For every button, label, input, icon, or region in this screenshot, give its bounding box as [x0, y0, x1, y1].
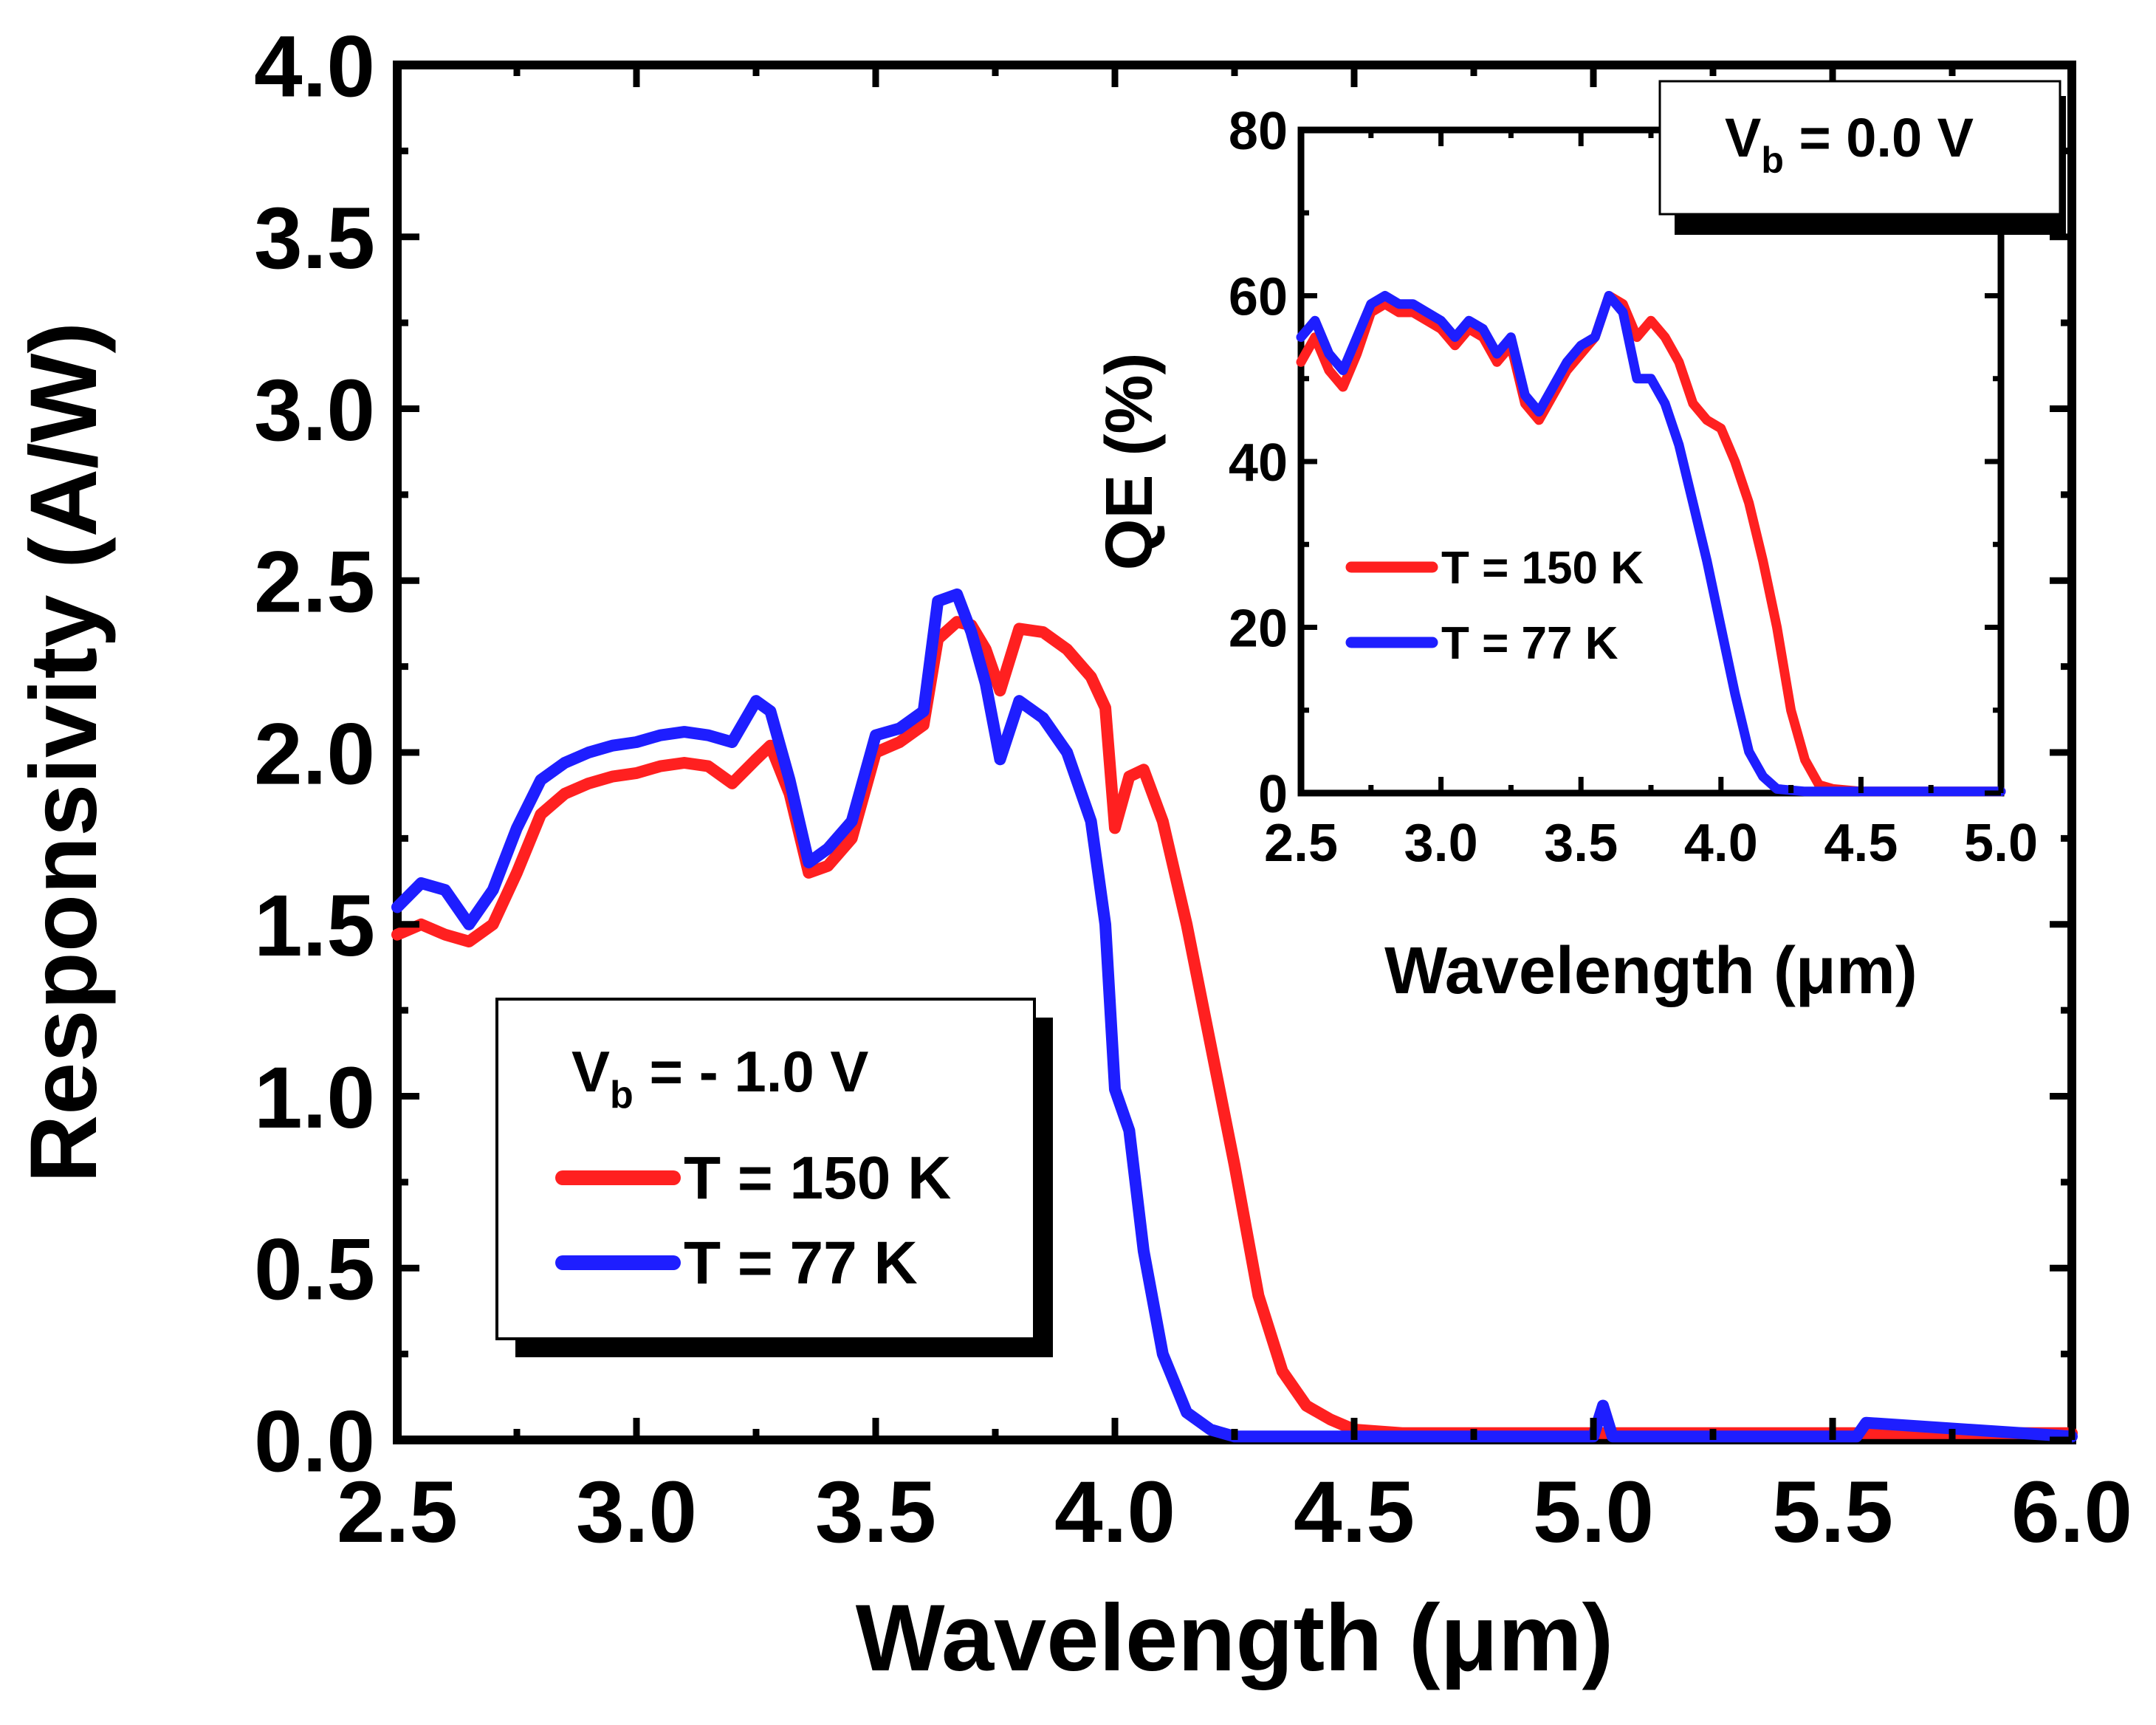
main-y-tick-label-3.5: 3.5 [254, 190, 375, 287]
inset-x-tick-label-3.0: 3.0 [1404, 814, 1478, 873]
inset-x-tick-label-4.0: 4.0 [1684, 814, 1758, 873]
inset-legend-label-150k: T = 150 K [1441, 543, 1644, 594]
inset-x-axis-ticks: 2.5 3.0 3.5 4.0 4.5 5.0 [1264, 130, 2038, 873]
main-legend: Vb = - 1.0 V T = 150 K T = 77 K [495, 998, 1053, 1357]
inset-x-tick-label-3.5: 3.5 [1544, 814, 1618, 873]
inset-y-tick-label-60: 60 [1229, 267, 1288, 326]
main-y-tick-label-0.0: 0.0 [254, 1393, 375, 1490]
main-x-tick-label-3.0: 3.0 [576, 1464, 697, 1561]
inset-y-tick-label-0: 0 [1258, 765, 1288, 824]
main-x-tick-label-5.5: 5.5 [1772, 1464, 1893, 1561]
main-y-tick-label-0.5: 0.5 [254, 1221, 375, 1319]
inset-series-group [1296, 291, 2006, 797]
main-x-axis-title: Wavelength (μm) [856, 1585, 1614, 1691]
inset-y-tick-label-40: 40 [1229, 433, 1288, 493]
main-y-tick-label-2.0: 2.0 [254, 705, 375, 803]
main-legend-title: Vb = - 1.0 V [571, 1039, 868, 1117]
main-y-tick-label-2.5: 2.5 [254, 534, 375, 631]
main-y-tick-label-3.0: 3.0 [254, 362, 375, 459]
main-y-tick-label-4.0: 4.0 [254, 18, 375, 115]
inset-y-tick-label-80: 80 [1229, 102, 1288, 161]
inset-x-tick-label-4.5: 4.5 [1824, 814, 1898, 873]
inset-x-axis-title: Wavelength (μm) [1384, 934, 1918, 1008]
main-y-tick-label-1.5: 1.5 [254, 877, 375, 975]
main-x-tick-label-6.0: 6.0 [2011, 1464, 2132, 1561]
main-x-tick-label-2.5: 2.5 [337, 1464, 458, 1561]
inset-y-axis-title: QE (%) [1093, 352, 1167, 570]
main-x-tick-label-4.5: 4.5 [1294, 1464, 1415, 1561]
main-legend-box [495, 998, 1036, 1340]
inset-plot-background [1301, 130, 2001, 793]
inset-bias-label-text: Vb = 0.0 V [1725, 107, 1974, 181]
main-series-group [391, 588, 2078, 1443]
inset-bias-label-box [1658, 80, 2061, 216]
main-y-axis-ticks: 0.0 0.5 1.0 1.5 2.0 2.5 3.0 3.5 4.0 [254, 18, 2072, 1490]
inset-x-tick-label-2.5: 2.5 [1264, 814, 1338, 873]
main-x-tick-label-5.0: 5.0 [1533, 1464, 1654, 1561]
inset-plot: 2.5 3.0 3.5 4.0 4.5 5.0 0 20 40 60 80 Wavelength … [1093, 80, 2066, 1008]
inset-x-tick-label-5.0: 5.0 [1964, 814, 2038, 873]
inset-y-axis-ticks: 0 20 40 60 80 [1229, 102, 2001, 824]
main-x-tick-label-4.0: 4.0 [1054, 1464, 1175, 1561]
inset-bias-label: Vb = 0.0 V [1658, 80, 2066, 235]
inset-series-line-t-77-k [1296, 291, 2006, 797]
main-y-axis-title: Responsivity (A/W) [11, 322, 117, 1183]
main-y-tick-label-1.0: 1.0 [254, 1049, 375, 1147]
main-plot: 2.5 3.0 3.5 4.0 4.5 5.0 5.5 6.0 0.0 0.5 1.0 1.5 2.0… [11, 18, 2132, 1691]
main-x-axis-ticks: 2.5 3.0 3.5 4.0 4.5 5.0 5.5 6.0 [337, 65, 2132, 1561]
inset-y-tick-label-20: 20 [1229, 599, 1288, 658]
inset-legend: T = 150 K T = 77 K [1345, 543, 1644, 669]
inset-series-line-t-150-k [1296, 291, 2006, 797]
main-x-tick-label-3.5: 3.5 [815, 1464, 936, 1561]
inset-legend-label-77k: T = 77 K [1441, 618, 1618, 669]
main-legend-label-77k: T = 77 K [684, 1230, 918, 1297]
main-legend-label-150k: T = 150 K [684, 1145, 951, 1212]
main-series-line-t-77-k [391, 588, 2078, 1443]
